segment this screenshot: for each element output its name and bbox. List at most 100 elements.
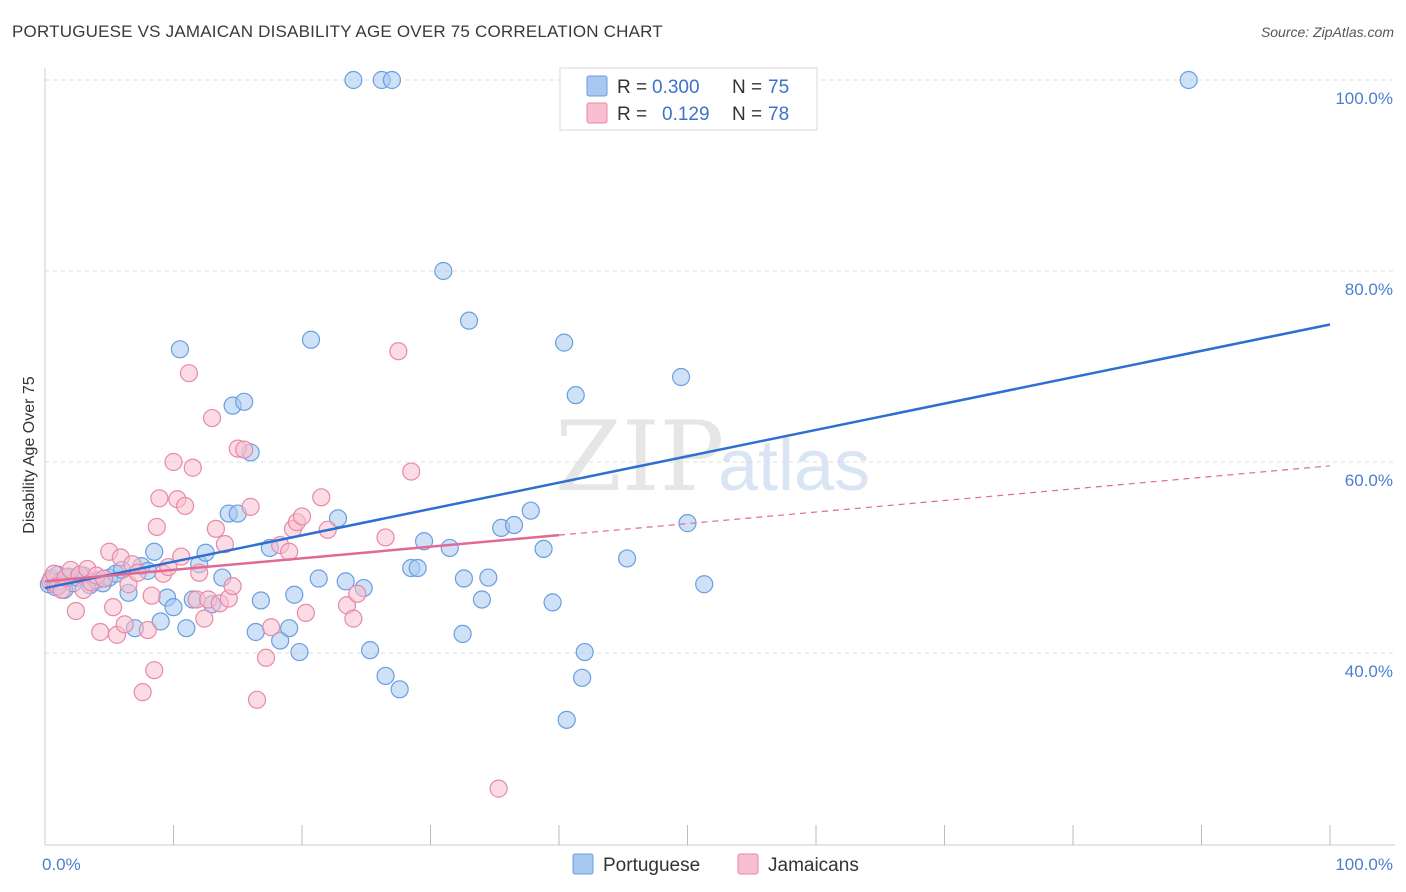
data-point (206, 519, 226, 538)
data-point (145, 542, 164, 561)
data-point (472, 590, 491, 609)
legend-row-portuguese: R = 0.300 N = 75 (586, 75, 789, 98)
data-point (145, 661, 164, 680)
legend-top: R = 0.300 N = 75 R = 0.129 N = 78 (559, 67, 818, 131)
data-point (459, 311, 479, 330)
data-point (361, 641, 380, 660)
data-point (235, 440, 254, 459)
legend-swatch-portuguese (586, 75, 608, 97)
legend-bottom-label-portuguese: Portuguese (603, 855, 700, 876)
data-point (95, 569, 114, 588)
data-point (262, 618, 281, 637)
data-point (271, 631, 290, 650)
legend-bottom-label-jamaicans: Jamaicans (768, 855, 859, 876)
data-point (247, 690, 267, 709)
data-point (434, 261, 453, 281)
data-point (115, 615, 134, 634)
data-point (170, 340, 190, 359)
data-point (671, 367, 691, 387)
data-point (292, 507, 312, 526)
trendline-solid-1 (44, 533, 560, 583)
data-point (408, 558, 427, 578)
legend-bottom-swatch-portuguese (572, 853, 594, 875)
data-point (183, 458, 202, 477)
series-portuguese (39, 70, 1198, 729)
data-point (376, 666, 395, 686)
data-point (504, 515, 524, 535)
data-point (91, 622, 110, 642)
y-tick-label: 40.0% (1345, 662, 1393, 681)
y-tick-labels: 40.0% 60.0% 80.0% 100.0% (1335, 89, 1393, 681)
data-point (389, 342, 408, 361)
x-tick-labels: 0.0% 100.0% (42, 855, 1393, 874)
data-point (301, 330, 321, 349)
data-point (142, 586, 161, 605)
data-point (164, 452, 183, 472)
data-point (1179, 70, 1198, 90)
data-point (382, 70, 402, 90)
data-point (336, 572, 355, 591)
data-point (521, 501, 540, 520)
data-point (695, 575, 714, 594)
data-point (251, 591, 270, 610)
data-point (555, 333, 574, 352)
chart-title: PORTUGUESE VS JAMAICAN DISABILITY AGE OV… (12, 22, 663, 41)
data-point (575, 642, 594, 662)
legend-n-label: N = (732, 104, 762, 125)
legend-r-value: 0.300 (652, 77, 700, 98)
data-point (150, 489, 169, 508)
data-point (376, 528, 395, 547)
data-point (618, 549, 637, 568)
data-point (147, 517, 166, 537)
data-point (195, 609, 214, 628)
trendline-dashed-1 (558, 465, 1331, 536)
data-point (246, 622, 265, 642)
data-point (296, 603, 315, 622)
data-point (133, 683, 152, 702)
data-point (235, 392, 254, 411)
legend-row-jamaicans: R = 0.129 N = 78 (586, 102, 789, 125)
data-point (223, 577, 242, 596)
y-tick-label: 100.0% (1335, 89, 1393, 108)
trendline-0 (44, 323, 1331, 590)
y-tick-label: 80.0% (1345, 280, 1393, 299)
data-point (104, 598, 123, 617)
legend-n-value: 78 (768, 104, 789, 125)
y-tick-label: 60.0% (1345, 471, 1393, 490)
legend-n-label: N = (732, 77, 762, 98)
data-point (241, 497, 260, 516)
data-point (453, 624, 472, 644)
data-point (479, 568, 498, 587)
data-point (138, 620, 157, 640)
legend-r-label: R = (617, 77, 647, 98)
data-point (151, 612, 170, 631)
data-point (175, 496, 195, 516)
data-point (312, 488, 331, 507)
data-point (66, 601, 85, 621)
data-point (164, 598, 183, 617)
legend-r-label: R = (617, 104, 647, 125)
watermark-zip: ZIP (555, 401, 724, 513)
legend-swatch-jamaicans (586, 102, 608, 124)
data-point (566, 386, 585, 405)
x-tick-label: 0.0% (42, 855, 81, 874)
data-point (454, 569, 474, 588)
data-point (402, 462, 421, 481)
chart-source: Source: ZipAtlas.com (1260, 24, 1394, 40)
data-point (309, 569, 328, 588)
data-point (285, 585, 304, 604)
legend-bottom: Portuguese Jamaicans (572, 853, 859, 876)
data-point (489, 779, 508, 798)
data-point (543, 593, 562, 612)
data-point (573, 668, 592, 687)
legend-r-value: 0.129 (662, 104, 710, 125)
data-point (390, 680, 409, 699)
trendlines (44, 323, 1331, 590)
data-point (348, 584, 367, 603)
y-axis-label: Disability Age Over 75 (21, 376, 38, 534)
data-point (414, 532, 434, 551)
data-point (179, 364, 199, 383)
x-tick-label: 100.0% (1335, 855, 1393, 874)
data-point (534, 539, 553, 559)
